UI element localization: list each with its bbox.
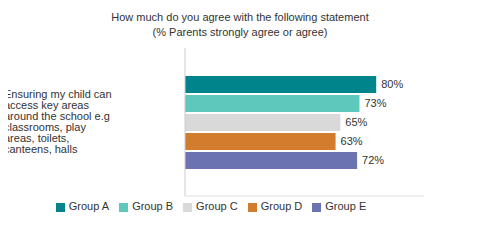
html-text:Group C: Group C	[196, 200, 238, 212]
svg-text:65%: 65%	[345, 116, 367, 128]
svg-text:Ensuring my child canaccess ke: Ensuring my child canaccess key areasaro…	[8, 88, 112, 155]
html-text:How much do you agree with the: How much do you agree with the following…	[111, 11, 369, 23]
html-text:Group E: Group E	[325, 200, 367, 212]
html-text:(% Parents strongly agree or a: (% Parents strongly agree or agree)	[152, 26, 328, 38]
html-text:Group B: Group B	[132, 200, 174, 212]
svg-text:63%: 63%	[341, 135, 363, 147]
svg-text:72%: 72%	[362, 154, 384, 166]
html-text:Group A: Group A	[68, 200, 110, 212]
svg-text:80%: 80%	[381, 78, 403, 90]
html-text:Group D: Group D	[260, 200, 303, 212]
svg-text:73%: 73%	[364, 97, 386, 109]
